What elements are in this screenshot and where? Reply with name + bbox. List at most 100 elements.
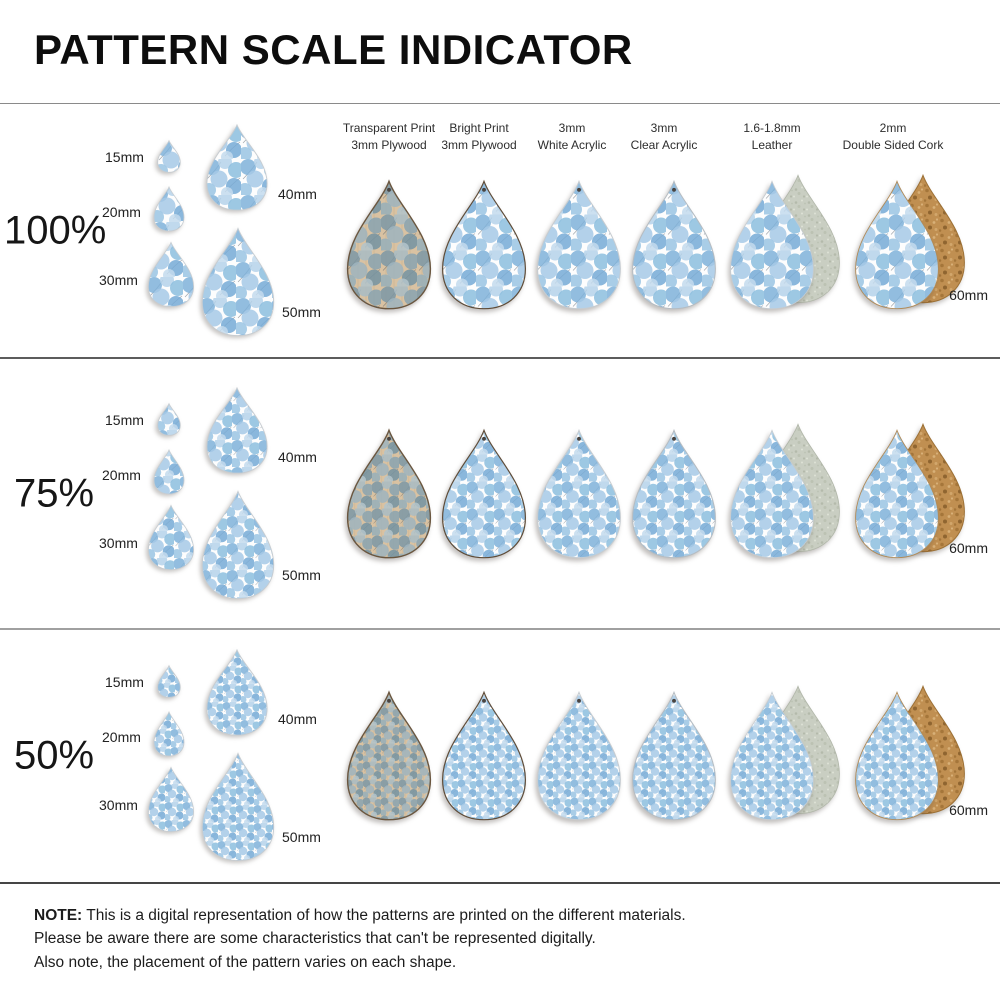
teardrop-clear-acrylic xyxy=(630,427,718,560)
material-header-white-acrylic: 3mm White Acrylic xyxy=(492,120,652,154)
material-sample-group: Transparent Print 3mm Plywood Bright Pri… xyxy=(343,104,1000,357)
material-cell-clear-acrylic xyxy=(630,427,718,560)
material-cell-white-acrylic xyxy=(535,690,623,823)
teardrop-bright-plywood xyxy=(440,178,528,311)
material-cell-white-acrylic xyxy=(535,178,623,311)
size-sample-group: 15mm 20mm 30mm 40mm 50mm xyxy=(98,123,330,339)
material-header-line: 3mm Plywood xyxy=(351,137,427,152)
material-header-line: Leather xyxy=(751,137,793,152)
size-label-30mm: 30mm xyxy=(99,534,138,551)
material-header-leather: 1.6-1.8mm Leather xyxy=(692,120,852,154)
teardrop-white-acrylic xyxy=(535,427,623,560)
teardrop-bright-plywood xyxy=(440,690,528,823)
teardrop-sample-50mm xyxy=(200,489,276,601)
size-label-50mm: 50mm xyxy=(282,829,321,845)
teardrop-white-acrylic xyxy=(535,178,623,311)
material-cell-leather xyxy=(728,685,842,823)
material-header-cork: 2mm Double Sided Cork xyxy=(813,120,973,154)
material-cell-bright-plywood xyxy=(440,690,528,823)
teardrop-transparent-plywood xyxy=(345,178,433,311)
scale-label-100: 100% xyxy=(4,208,107,252)
material-header-line: 1.6-1.8mm xyxy=(743,121,801,135)
teardrop-sample-40mm xyxy=(205,123,269,212)
size-label-15mm: 15mm xyxy=(105,674,144,690)
teardrop-clear-acrylic xyxy=(630,690,718,823)
size-label-15mm: 15mm xyxy=(105,148,144,165)
size-label-40mm: 40mm xyxy=(278,448,317,465)
material-header-transparent-plywood: Transparent Print 3mm Plywood xyxy=(309,120,469,154)
material-header-clear-acrylic: 3mm Clear Acrylic xyxy=(584,120,744,154)
page-header: PATTERN SCALE INDICATOR xyxy=(0,0,1000,103)
teardrop-sample-40mm xyxy=(205,386,269,475)
size-label-20mm: 20mm xyxy=(102,729,141,745)
teardrop-sample-20mm xyxy=(153,448,185,495)
material-header-line: 3mm xyxy=(558,121,586,135)
teardrop-transparent-plywood xyxy=(345,427,433,560)
teardrop-transparent-plywood xyxy=(345,690,433,823)
material-cell-cork xyxy=(853,684,967,823)
size-label-15mm: 15mm xyxy=(105,411,144,428)
material-cell-cork xyxy=(853,173,967,311)
size-label-60mm: 60mm xyxy=(949,286,988,303)
size-sample-group: 15mm 20mm 30mm 40mm 50mm xyxy=(98,648,330,864)
size-label-40mm: 40mm xyxy=(278,185,317,202)
size-sample-group: 15mm 20mm 30mm 40mm 50mm xyxy=(98,386,330,602)
material-sample-group: 60mm xyxy=(345,630,1000,882)
note-label: NOTE: xyxy=(34,907,83,924)
material-cell-transparent-plywood xyxy=(345,427,433,560)
note-line-2: Please be aware there are some character… xyxy=(34,930,596,948)
size-label-30mm: 30mm xyxy=(99,797,138,813)
scale-row-50: 50% 15mm 20mm 30mm 40mm 50mm xyxy=(0,628,1000,882)
teardrop-sample-15mm xyxy=(157,402,181,436)
teardrop-sample-30mm xyxy=(147,240,195,308)
material-cell-white-acrylic xyxy=(535,427,623,560)
teardrop-sample-20mm xyxy=(153,710,185,757)
teardrop-sample-30mm xyxy=(147,503,195,571)
material-header-line: 2mm xyxy=(879,121,907,135)
size-label-50mm: 50mm xyxy=(282,566,321,583)
teardrop-bright-plywood xyxy=(440,427,528,560)
material-cell-clear-acrylic xyxy=(630,690,718,823)
size-label-60mm: 60mm xyxy=(949,539,988,556)
note-line-3: Also note, the placement of the pattern … xyxy=(34,953,457,971)
size-label-30mm: 30mm xyxy=(99,271,138,288)
material-header-line: 3mm Plywood xyxy=(441,137,517,152)
material-header-line: Double Sided Cork xyxy=(842,137,944,152)
size-label-20mm: 20mm xyxy=(102,466,141,483)
material-cell-leather xyxy=(728,173,842,311)
teardrop-sample-30mm xyxy=(147,766,195,833)
material-header-line: White Acrylic xyxy=(537,137,607,152)
note-section: NOTE: This is a digital representation o… xyxy=(0,882,1000,1000)
material-cell-cork xyxy=(853,422,967,560)
teardrop-leather-front xyxy=(728,690,816,823)
teardrop-sample-50mm xyxy=(200,226,276,338)
size-label-50mm: 50mm xyxy=(282,303,321,320)
material-header-line: Transparent Print xyxy=(342,121,436,135)
material-sample-group: 60mm xyxy=(345,359,1000,628)
page-title: PATTERN SCALE INDICATOR xyxy=(34,26,633,73)
scale-label-75: 75% xyxy=(13,471,95,515)
material-cell-clear-acrylic xyxy=(630,178,718,311)
material-cell-leather xyxy=(728,422,842,560)
teardrop-clear-acrylic xyxy=(630,178,718,311)
teardrop-cork-front xyxy=(853,690,941,823)
scale-row-100: 100% 15mm 20mm 30mm 40mm 50mm Transparen… xyxy=(0,103,1000,357)
scale-label-50: 50% xyxy=(13,733,95,778)
teardrop-sample-50mm xyxy=(200,751,276,863)
size-label-40mm: 40mm xyxy=(278,711,317,727)
material-cell-bright-plywood xyxy=(440,427,528,560)
teardrop-cork-front xyxy=(853,178,941,311)
material-cell-bright-plywood xyxy=(440,178,528,311)
teardrop-leather-front xyxy=(728,427,816,560)
teardrop-sample-15mm xyxy=(157,139,181,173)
teardrop-white-acrylic xyxy=(535,690,623,823)
material-header-line: 3mm xyxy=(650,121,678,135)
material-header-bright-plywood: Bright Print 3mm Plywood xyxy=(399,120,559,154)
material-header-line: Clear Acrylic xyxy=(630,137,698,152)
teardrop-cork-front xyxy=(853,427,941,560)
material-cell-transparent-plywood xyxy=(345,178,433,311)
scale-row-75: 75% 15mm 20mm 30mm 40mm 50mm xyxy=(0,357,1000,628)
note-text-1: This is a digital representation of how … xyxy=(86,907,686,924)
note-line-1: NOTE: This is a digital representation o… xyxy=(34,904,970,927)
size-label-60mm: 60mm xyxy=(949,802,988,818)
